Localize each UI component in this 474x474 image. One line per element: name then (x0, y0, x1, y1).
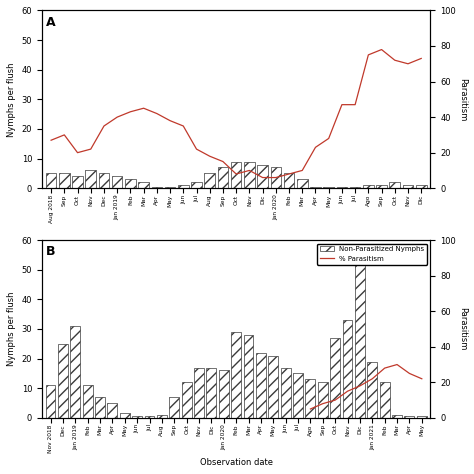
Bar (132, 416, 142, 418)
Bar (293, 374, 303, 418)
Y-axis label: Parasitism: Parasitism (458, 78, 467, 121)
Bar (219, 371, 229, 418)
Bar (112, 176, 122, 188)
Bar (70, 326, 80, 418)
Bar (392, 415, 402, 418)
Bar (108, 403, 118, 418)
Bar (204, 173, 215, 188)
X-axis label: Observation date: Observation date (200, 458, 273, 467)
Bar (416, 185, 427, 188)
Bar (244, 335, 254, 418)
Bar (318, 383, 328, 418)
Bar (297, 179, 308, 188)
Bar (58, 344, 68, 418)
Bar (218, 167, 228, 188)
Bar (390, 182, 400, 188)
Bar (191, 182, 202, 188)
Bar (169, 397, 179, 418)
Bar (59, 173, 70, 188)
Bar (125, 179, 136, 188)
Text: A: A (46, 16, 55, 29)
Bar (271, 167, 281, 188)
Legend: Non-Parasitized Nymphs, % Parasitism: Non-Parasitized Nymphs, % Parasitism (317, 244, 427, 264)
Bar (152, 187, 162, 188)
Bar (182, 383, 191, 418)
Bar (417, 416, 427, 418)
Bar (330, 338, 340, 418)
Bar (363, 185, 374, 188)
Bar (305, 379, 315, 418)
Bar (194, 367, 204, 418)
Bar (367, 362, 377, 418)
Bar (257, 164, 268, 188)
Bar (343, 320, 353, 418)
Bar (403, 185, 413, 188)
Bar (310, 187, 321, 188)
Bar (376, 185, 387, 188)
Text: B: B (46, 246, 55, 258)
Bar (268, 356, 278, 418)
Bar (138, 182, 149, 188)
Bar (281, 367, 291, 418)
Bar (165, 187, 175, 188)
Bar (355, 255, 365, 418)
Bar (72, 176, 83, 188)
Y-axis label: Nymphs per flush: Nymphs per flush (7, 292, 16, 366)
Bar (231, 162, 241, 188)
Y-axis label: Parasitism: Parasitism (458, 307, 467, 351)
Bar (157, 415, 167, 418)
Bar (46, 385, 55, 418)
Bar (120, 413, 130, 418)
Bar (323, 187, 334, 188)
Bar (256, 353, 266, 418)
Bar (207, 367, 216, 418)
Bar (337, 187, 347, 188)
Bar (350, 187, 360, 188)
Bar (380, 383, 390, 418)
Bar (284, 173, 294, 188)
Bar (85, 171, 96, 188)
Y-axis label: Nymphs per flush: Nymphs per flush (7, 62, 16, 137)
Bar (231, 332, 241, 418)
Bar (244, 162, 255, 188)
Bar (404, 416, 414, 418)
Bar (82, 385, 92, 418)
Bar (178, 185, 189, 188)
Bar (95, 397, 105, 418)
Bar (145, 416, 155, 418)
Bar (46, 173, 56, 188)
Bar (99, 173, 109, 188)
